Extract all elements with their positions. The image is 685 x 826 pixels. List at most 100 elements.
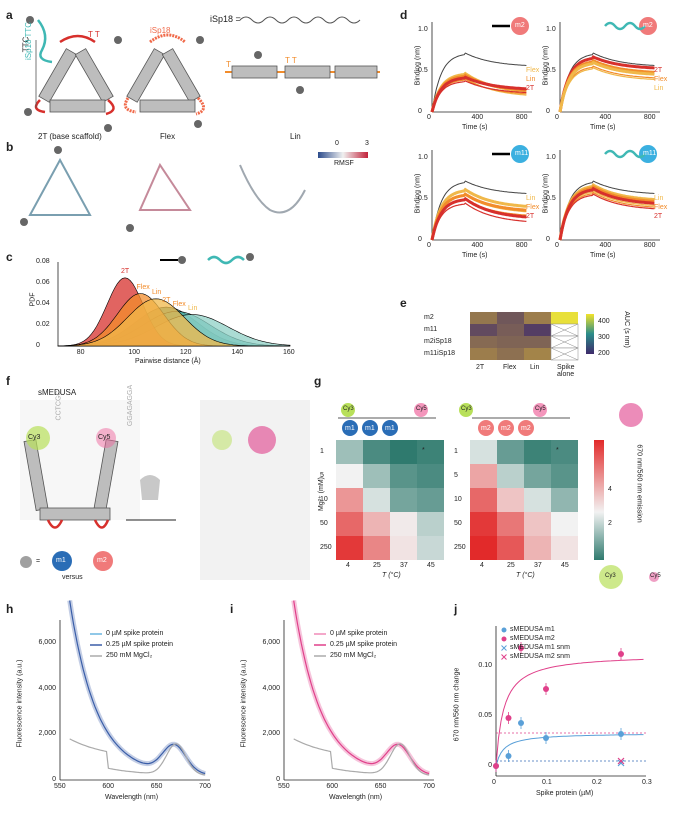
j-ytick-0: 0: [488, 762, 492, 769]
g-cell-1-2-0: [470, 488, 497, 512]
c-curve-label-1: Flex: [136, 283, 150, 291]
j-legend-2: sMEDUSA m1 snm: [510, 644, 570, 651]
g-cell-0-4-0: [336, 536, 363, 560]
g-xtick-0-0: 4: [346, 562, 350, 569]
e-row-2: m2iSp18: [424, 338, 452, 345]
c-xtick-1: 100: [128, 349, 141, 356]
g-m2-0: m2: [481, 425, 491, 432]
e-cell-0-3: [551, 312, 578, 324]
d-ylabel-1: Binding (nm): [542, 45, 550, 86]
d-label-1-2: Lin: [654, 85, 664, 92]
d-spike-2: [431, 180, 527, 241]
c-ytick-3: 0.06: [36, 279, 50, 286]
j-ylabel: 670 nm/560 nm change: [453, 667, 461, 742]
g-cell-1-3-3: [551, 512, 578, 536]
g-cell-1-0-3: [551, 440, 578, 464]
g-cell-1-0-2: [524, 440, 551, 464]
d-label-3-1: Flex: [654, 204, 668, 211]
g-cell-1-3-0: [470, 512, 497, 536]
d-band-1-2: [558, 60, 655, 113]
d-xtick-2-2: 800: [515, 242, 528, 249]
rmsf-title: RMSF: [334, 160, 354, 167]
g-cell-0-3-2: [390, 512, 417, 536]
d-band-0-2: [430, 75, 527, 113]
d-spike-1: [559, 52, 655, 113]
g-cell-1-4-3: [551, 536, 578, 560]
e-cell-3-1: [497, 348, 524, 360]
g-cell-0-2-3: [417, 488, 444, 512]
d-ytick-2-1: 0.5: [418, 195, 428, 203]
d-band-2-2: [430, 196, 527, 241]
e-cell-1-2: [524, 324, 551, 336]
i-ytick-2: 4,000: [262, 684, 280, 692]
e-cell-1-0: [470, 324, 497, 336]
f-m2: m2: [97, 557, 107, 564]
d-label-2-0: Lin: [526, 195, 536, 202]
g-cell-1-2-2: [524, 488, 551, 512]
d-ytick-0-2: 1.0: [418, 26, 428, 34]
g-cell-0-2-0: [336, 488, 363, 512]
d-tag-circle-0: [511, 17, 529, 35]
panel-g-indicators: [341, 403, 659, 589]
g-cell-0-0-2: [390, 440, 417, 464]
emission-colorbar: [594, 440, 604, 560]
g-cy5-1: Cy5: [535, 406, 546, 412]
e-cbtick-1: 300: [598, 334, 610, 341]
d-band-1-0: [558, 55, 655, 113]
panel-label-f: f: [6, 374, 10, 388]
h-ytick-3: 6,000: [38, 638, 56, 646]
g-cell-0-3-0: [336, 512, 363, 536]
d-ytick-3-2: 1.0: [546, 154, 556, 162]
j-fit-m2: [495, 658, 644, 767]
g-cy5-2: Cy5: [650, 573, 661, 579]
e-cell-1-1: [497, 324, 524, 336]
i-ylabel: Fluorescence intensity (a.u.): [240, 659, 248, 748]
d-label-0-0: Flex: [526, 67, 540, 74]
d-tag-circle-1: [639, 17, 657, 35]
i-xlabel: Wavelength (nm): [329, 794, 383, 801]
g-cell-0-0-1: [363, 440, 390, 464]
j-xtick-1: 0.1: [542, 779, 552, 786]
g-star-1: *: [556, 447, 559, 454]
panel-label-b: b: [6, 140, 14, 154]
e-cell-0-0: [470, 312, 497, 324]
panel-b-structures: [20, 146, 306, 232]
g-cell-0-2-2: [390, 488, 417, 512]
g-ytick-0-1: 5: [320, 472, 324, 479]
f-seq1: CCTCGC: [55, 390, 63, 421]
panel-label-i: i: [230, 602, 234, 616]
rmsf-min: 0: [335, 140, 339, 147]
g-ytick-1-3: 50: [454, 520, 462, 527]
t-label: T: [226, 60, 231, 69]
g-cbtick-0: 2: [608, 520, 612, 527]
d-tag-circle-3: [639, 145, 657, 163]
j-point-2-0: [617, 759, 625, 767]
i-spike: [293, 600, 430, 775]
d-line-1-1: [559, 65, 655, 113]
g-cell-0-0-0: [336, 440, 363, 464]
g-cy3-1: Cy3: [461, 406, 472, 412]
d-ytick-1-1: 0.5: [546, 67, 556, 75]
h-xtick-1: 600: [102, 783, 115, 790]
e-cbtick-2: 400: [598, 318, 610, 325]
panel-f-schematic: [20, 400, 310, 580]
h-xtick-0: 550: [54, 783, 66, 790]
panel-label-c: c: [6, 250, 13, 264]
g-cell-1-1-1: [497, 464, 524, 488]
j-ytick-1: 0.05: [478, 712, 492, 719]
d-xtick-2-0: 0: [427, 242, 431, 249]
j-xtick-3: 0.3: [642, 779, 652, 786]
g-cbtick-1: 4: [608, 486, 612, 493]
e-cell-2-1: [497, 336, 524, 348]
j-xlabel: Spike protein (µM): [536, 790, 594, 797]
g-ytick-0-4: 250: [320, 544, 332, 551]
h-ylabel: Fluorescence intensity (a.u.): [16, 659, 24, 748]
g-ytick-1-2: 10: [454, 496, 462, 503]
d-xlabel-3: Time (s): [590, 252, 616, 259]
d-label-2-1: Flex: [526, 204, 540, 211]
f-seq2: GGAGAGGA: [127, 384, 135, 427]
c-curve-label-3: 2T: [162, 297, 171, 305]
panel-c-curves: [57, 277, 291, 347]
j-legend-3: sMEDUSA m2 snm: [510, 653, 570, 660]
j-point-1-0: [493, 763, 499, 769]
